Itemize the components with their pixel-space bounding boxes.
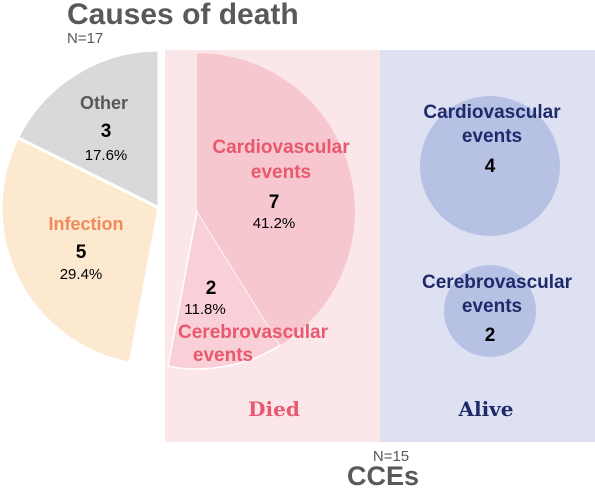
- alive-cerebrovascular-label-line1: Cerebrovascular: [422, 272, 573, 293]
- cces-title: CCEs: [347, 461, 419, 488]
- pie-slice-infection: [0, 135, 161, 366]
- cardiovascular-label-line1: Cardiovascular: [212, 137, 350, 158]
- other-percent: 17.6%: [85, 147, 128, 164]
- cerebrovascular-label-line2: events: [193, 345, 253, 366]
- infection-label: Infection: [49, 214, 124, 234]
- alive-group-label: Alive: [457, 397, 513, 421]
- alive-cerebrovascular-label-line2: events: [462, 296, 522, 317]
- alive-cardiovascular-count: 4: [485, 156, 496, 177]
- died-group-label: Died: [248, 397, 300, 421]
- alive-cardiovascular-label-line1: Cardiovascular: [423, 102, 561, 123]
- pie-slice-cardiovascular: [197, 53, 355, 346]
- cardiovascular-percent: 41.2%: [253, 215, 296, 232]
- other-count: 3: [101, 121, 112, 142]
- pie-slice-other: [15, 48, 161, 211]
- infection-count: 5: [76, 242, 87, 263]
- cardiovascular-label-line2: events: [251, 162, 311, 183]
- infection-percent: 29.4%: [60, 266, 103, 283]
- other-label: Other: [80, 93, 128, 113]
- cerebrovascular-count: 2: [206, 278, 217, 299]
- alive-cardiovascular-label-line2: events: [462, 126, 522, 147]
- pie-slice-cerebrovascular: [167, 208, 282, 370]
- chart-title: Causes of death: [67, 0, 299, 31]
- cces-n-label: N=15: [373, 448, 409, 465]
- alive-cardiovascular-bubble: [420, 96, 560, 236]
- cerebrovascular-label-line1: Cerebrovascular: [178, 322, 329, 343]
- cardiovascular-count: 7: [269, 192, 280, 213]
- chart-n-label: N=17: [67, 30, 103, 47]
- cerebrovascular-percent: 11.8%: [184, 301, 225, 318]
- alive-cerebrovascular-bubble: [444, 265, 536, 357]
- alive-cerebrovascular-count: 2: [485, 325, 496, 346]
- pie-chart: [0, 48, 355, 370]
